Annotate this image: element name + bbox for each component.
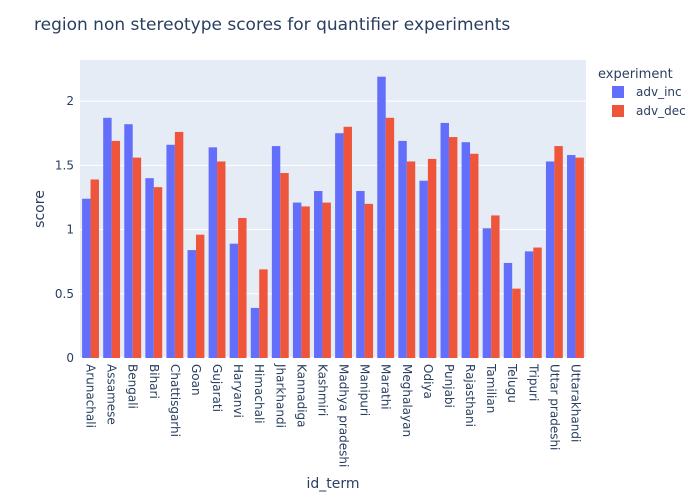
bar-adv_inc[interactable] <box>166 144 175 358</box>
x-tick-label: Goan <box>189 364 203 396</box>
bar-adv_inc[interactable] <box>250 307 260 358</box>
bar-adv_dec[interactable] <box>322 202 331 358</box>
legend-label-adv_dec[interactable]: adv_dec <box>636 104 686 118</box>
bar-adv_inc[interactable] <box>419 180 428 358</box>
bar-adv_inc[interactable] <box>229 243 239 358</box>
x-tick-label: Jharkhandi <box>273 363 287 428</box>
bar-adv_inc[interactable] <box>482 228 492 358</box>
plot-area <box>80 60 586 358</box>
x-tick-label: Madhya pradeshi <box>337 364 351 467</box>
x-tick-label: Kashmiri <box>315 364 329 416</box>
x-tick-label: Haryanvi <box>231 364 245 418</box>
bar-adv_dec[interactable] <box>238 217 247 358</box>
bar-adv_inc[interactable] <box>440 122 449 358</box>
bar-adv_dec[interactable] <box>385 117 395 358</box>
x-tick-label: Rajasthani <box>463 364 477 427</box>
bar-adv_inc[interactable] <box>103 117 112 358</box>
x-tick-label: Chattisgarhi <box>168 364 182 437</box>
x-tick-label: Uttar pradeshi <box>547 364 561 450</box>
bar-adv_dec[interactable] <box>470 153 479 358</box>
y-tick-label: 1 <box>66 223 74 237</box>
bar-adv_dec[interactable] <box>406 161 416 358</box>
x-tick-label: Uttarakhandi <box>568 364 582 442</box>
x-tick-label: Punjabi <box>442 364 456 408</box>
legend-swatch-adv_dec[interactable] <box>612 105 624 117</box>
bar-adv_dec[interactable] <box>111 140 121 358</box>
bar-adv_dec[interactable] <box>343 126 352 358</box>
x-axis-ticks: Arunachali Assamese Bengali Bihari Chattisga… <box>84 363 583 467</box>
grid-lines <box>80 100 586 359</box>
y-tick-label: 0.5 <box>55 287 74 301</box>
bar-adv_dec[interactable] <box>259 269 268 358</box>
y-axis-title: score <box>32 190 48 228</box>
bar-adv_inc[interactable] <box>187 250 196 358</box>
bar-adv_inc[interactable] <box>377 76 386 358</box>
bar-adv_dec[interactable] <box>132 157 142 358</box>
bar-adv_inc[interactable] <box>567 155 576 358</box>
bar-adv_inc[interactable] <box>524 251 534 358</box>
legend-label-adv_inc[interactable]: adv_inc <box>636 85 682 99</box>
bar-adv_inc[interactable] <box>503 262 513 358</box>
bar-adv_dec[interactable] <box>364 203 374 358</box>
bar-adv_dec[interactable] <box>512 288 521 358</box>
x-tick-label: Bihari <box>147 364 161 399</box>
bar-adv_inc[interactable] <box>356 191 365 358</box>
x-tick-label: Meghalayan <box>400 364 414 437</box>
x-tick-label: Assamese <box>105 364 119 425</box>
x-tick-label: Himachali <box>252 364 266 424</box>
x-tick-label: Bengali <box>126 364 140 409</box>
x-tick-label: Kannadiga <box>294 364 308 428</box>
bar-adv_dec[interactable] <box>301 206 310 358</box>
bar-adv_dec[interactable] <box>174 131 184 358</box>
x-tick-label: Marathi <box>379 364 393 410</box>
x-tick-label: Manipuri <box>358 364 372 416</box>
bar-adv_dec[interactable] <box>280 173 289 358</box>
bar-adv_inc[interactable] <box>271 146 281 358</box>
bar-adv_inc[interactable] <box>545 161 555 358</box>
chart-title: region non stereotype scores for quantif… <box>34 15 510 35</box>
bar-adv_inc[interactable] <box>124 124 133 358</box>
bar-adv_dec[interactable] <box>195 234 205 358</box>
x-tick-label: Arunachali <box>84 364 98 428</box>
legend-title: experiment <box>598 67 673 82</box>
bar-adv_dec[interactable] <box>427 158 437 358</box>
bar-adv_inc[interactable] <box>335 133 344 358</box>
bar-adv_dec[interactable] <box>448 137 458 358</box>
bar-adv_inc[interactable] <box>314 191 323 358</box>
x-tick-label: Telugu <box>505 363 519 403</box>
y-axis-ticks: 0 0.5 1 1.5 2 <box>55 94 74 365</box>
bar-adv_inc[interactable] <box>82 198 91 358</box>
x-tick-label: Tripuri <box>526 363 540 401</box>
bar-adv_dec[interactable] <box>217 161 226 358</box>
x-tick-label: Odiya <box>421 364 435 399</box>
x-tick-label: Gujarati <box>210 364 224 412</box>
bar-adv_inc[interactable] <box>292 202 302 358</box>
legend: experiment adv_inc adv_dec <box>598 67 686 118</box>
bar-adv_dec[interactable] <box>491 215 500 358</box>
bar-adv_inc[interactable] <box>398 140 407 358</box>
x-tick-label: Tamilian <box>484 363 498 413</box>
bar-adv_dec[interactable] <box>533 247 542 358</box>
bars <box>82 76 584 358</box>
legend-swatch-adv_inc[interactable] <box>612 86 624 98</box>
x-axis-title: id_term <box>306 476 359 492</box>
y-tick-label: 1.5 <box>55 158 74 172</box>
bar-adv_inc[interactable] <box>208 147 218 358</box>
bar-adv_inc[interactable] <box>145 178 154 358</box>
bar-adv_dec[interactable] <box>554 146 563 358</box>
bar-adv_dec[interactable] <box>90 179 99 358</box>
y-tick-label: 2 <box>66 94 74 108</box>
bar-adv_dec[interactable] <box>575 157 584 358</box>
bar-adv_dec[interactable] <box>153 187 163 358</box>
bar-adv_inc[interactable] <box>461 142 471 358</box>
y-tick-label: 0 <box>66 351 74 365</box>
